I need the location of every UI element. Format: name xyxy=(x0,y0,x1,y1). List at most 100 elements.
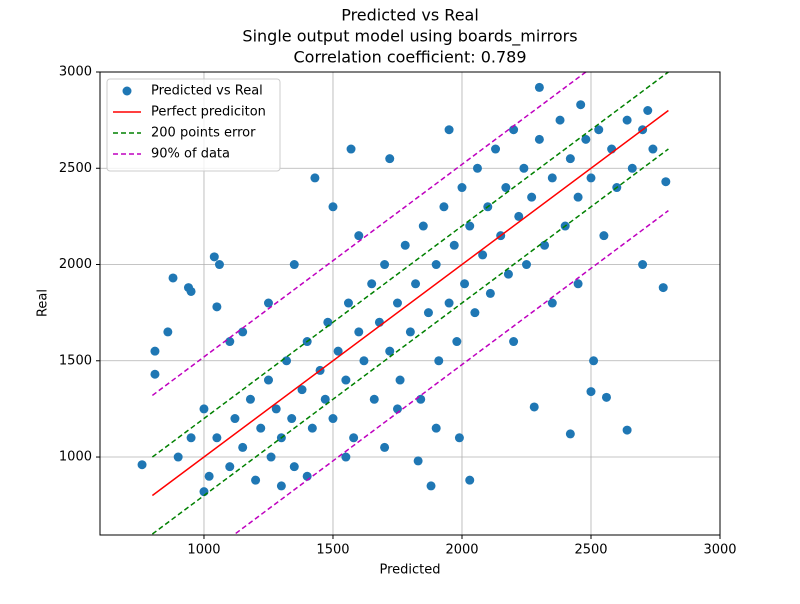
y-tick-label: 1500 xyxy=(59,353,92,368)
point xyxy=(573,192,583,202)
point xyxy=(501,183,511,193)
point xyxy=(589,356,599,366)
point xyxy=(199,404,209,414)
point xyxy=(452,337,462,347)
point xyxy=(392,298,402,308)
point xyxy=(186,286,196,296)
point xyxy=(168,273,178,283)
point xyxy=(307,423,317,433)
point xyxy=(238,442,248,452)
line xyxy=(151,148,669,535)
point xyxy=(214,260,224,270)
point xyxy=(622,115,632,125)
point xyxy=(457,183,467,193)
y-tick-label: 1000 xyxy=(59,450,92,465)
x-axis-label: Predicted xyxy=(379,563,440,578)
point xyxy=(251,475,261,485)
point xyxy=(503,269,513,279)
point xyxy=(297,385,307,395)
point xyxy=(367,279,377,289)
point xyxy=(186,433,196,443)
point xyxy=(449,240,459,250)
x-tick-label: 3000 xyxy=(703,543,736,558)
point xyxy=(204,471,214,481)
point xyxy=(638,260,648,270)
point xyxy=(521,260,531,270)
point xyxy=(423,308,433,318)
point xyxy=(431,423,441,433)
point xyxy=(395,375,405,385)
point xyxy=(586,173,596,183)
point xyxy=(212,302,222,312)
point xyxy=(238,327,248,337)
point xyxy=(341,375,351,385)
point xyxy=(661,177,671,187)
x-tick-label: 1500 xyxy=(316,543,349,558)
point xyxy=(622,425,632,435)
point xyxy=(163,327,173,337)
chart-title: Single output model using boards_mirrors xyxy=(242,27,577,47)
point xyxy=(576,100,586,110)
point xyxy=(658,283,668,293)
point xyxy=(310,173,320,183)
point xyxy=(527,192,537,202)
point xyxy=(465,475,475,485)
point xyxy=(271,404,281,414)
point xyxy=(289,462,299,472)
y-tick-label: 2500 xyxy=(59,161,92,176)
point xyxy=(369,394,379,404)
point xyxy=(320,394,330,404)
legend-label: Predicted vs Real xyxy=(151,84,263,99)
point xyxy=(594,125,604,135)
point xyxy=(565,429,575,439)
point xyxy=(354,327,364,337)
point xyxy=(359,356,369,366)
point xyxy=(534,82,544,92)
point xyxy=(426,481,436,491)
point xyxy=(529,402,539,412)
point xyxy=(509,337,519,347)
point xyxy=(485,288,495,298)
point xyxy=(434,356,444,366)
legend-box xyxy=(106,78,281,172)
point xyxy=(225,337,235,347)
point xyxy=(282,356,292,366)
point xyxy=(230,414,240,424)
legend-label: 90% of data xyxy=(151,147,230,162)
y-axis-label: Real xyxy=(36,289,51,317)
point xyxy=(472,163,482,173)
point xyxy=(276,481,286,491)
point xyxy=(385,346,395,356)
point xyxy=(328,202,338,212)
chart-title: Correlation coefficient: 0.789 xyxy=(294,48,527,67)
point xyxy=(599,231,609,241)
y-tick-label: 2000 xyxy=(59,257,92,272)
point xyxy=(354,231,364,241)
point xyxy=(439,202,449,212)
x-tick-label: 2000 xyxy=(445,543,478,558)
point xyxy=(601,392,611,402)
point xyxy=(256,423,266,433)
point xyxy=(444,125,454,135)
x-tick-label: 2500 xyxy=(574,543,607,558)
point xyxy=(150,369,160,379)
line xyxy=(232,210,669,535)
point xyxy=(287,414,297,424)
point xyxy=(643,106,653,116)
point xyxy=(444,298,454,308)
point xyxy=(349,433,359,443)
point xyxy=(547,298,557,308)
point xyxy=(245,394,255,404)
point xyxy=(411,279,421,289)
point xyxy=(385,154,395,164)
point xyxy=(491,144,501,154)
point xyxy=(648,144,658,154)
point xyxy=(343,298,353,308)
point xyxy=(519,163,529,173)
plot-frame xyxy=(99,71,721,536)
point xyxy=(431,260,441,270)
point xyxy=(328,414,338,424)
point xyxy=(137,460,147,470)
point xyxy=(150,346,160,356)
